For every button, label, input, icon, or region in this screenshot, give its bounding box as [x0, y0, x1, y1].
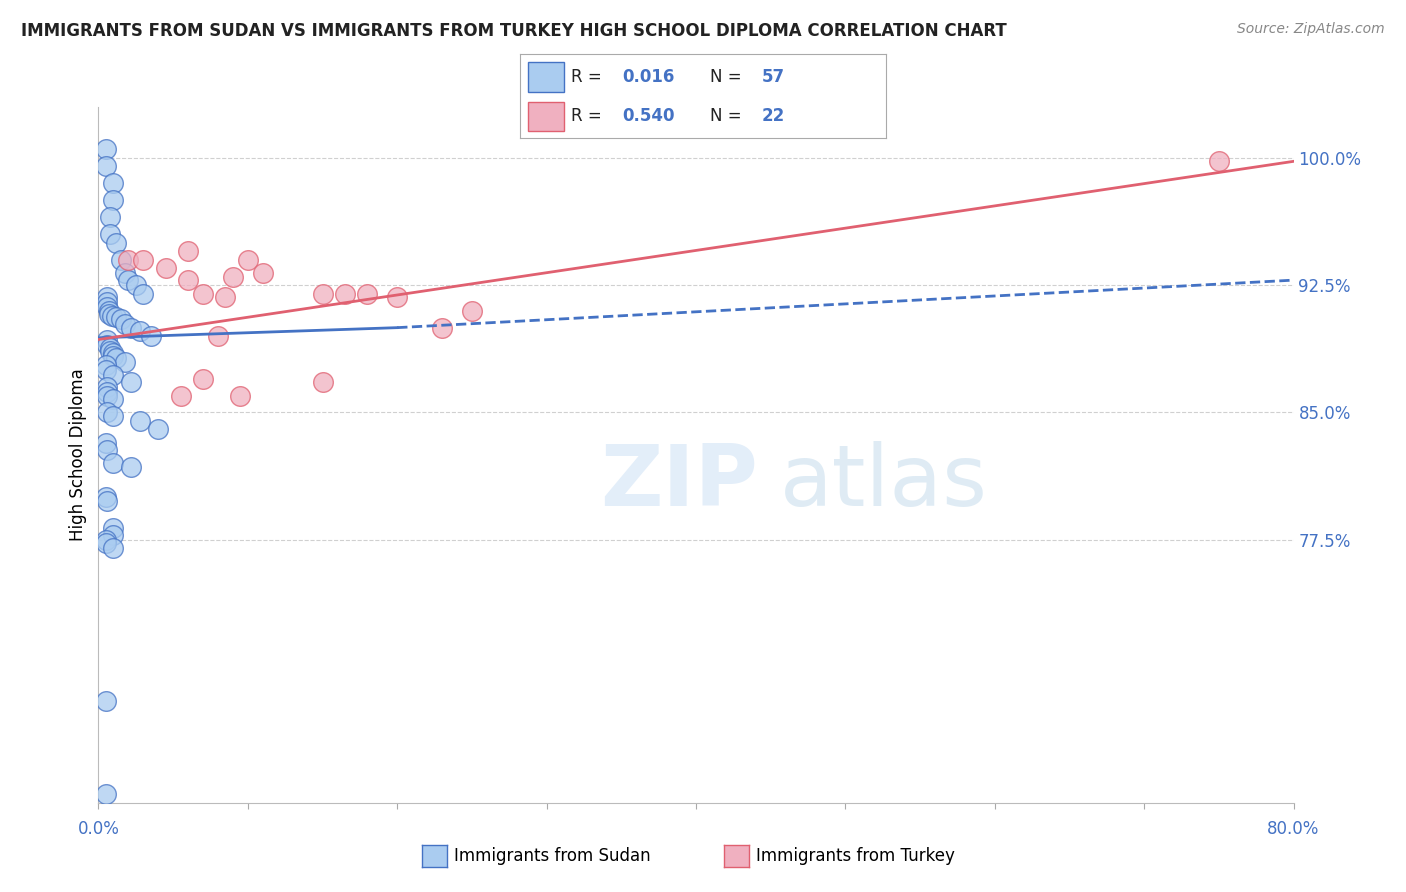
Point: [94, 363, 117, 377]
Point: [311, 375, 333, 389]
Text: Source: ZipAtlas.com: Source: ZipAtlas.com: [1237, 22, 1385, 37]
Point: [139, 329, 162, 343]
Point: [100, 344, 122, 359]
Point: [94, 787, 117, 801]
Point: [94, 358, 117, 372]
Point: [94, 533, 117, 547]
Point: [94, 143, 117, 157]
Text: 57: 57: [762, 69, 785, 87]
Text: 0.016: 0.016: [623, 69, 675, 87]
Point: [461, 303, 484, 318]
Point: [94, 160, 117, 174]
Text: Immigrants from Turkey: Immigrants from Turkey: [756, 847, 955, 865]
Point: [132, 252, 155, 267]
Point: [96, 337, 118, 351]
Point: [120, 320, 142, 334]
Point: [191, 371, 214, 385]
Point: [96, 295, 118, 310]
Point: [236, 252, 259, 267]
Text: 0.0%: 0.0%: [77, 820, 120, 838]
Bar: [527, 62, 564, 92]
Point: [120, 375, 142, 389]
Point: [120, 459, 142, 474]
Text: N =: N =: [710, 69, 747, 87]
Point: [96, 300, 118, 314]
Point: [96, 442, 118, 457]
Point: [96, 333, 118, 347]
Point: [110, 312, 132, 326]
Point: [105, 235, 128, 250]
Point: [100, 341, 122, 355]
Point: [132, 286, 155, 301]
Text: R =: R =: [571, 69, 607, 87]
Point: [94, 436, 117, 450]
Point: [103, 177, 125, 191]
Point: [103, 392, 125, 406]
Point: [100, 227, 122, 242]
Point: [97, 303, 120, 318]
Point: [385, 290, 409, 304]
Point: [333, 286, 356, 301]
Point: [252, 266, 274, 280]
Bar: [527, 102, 564, 131]
Point: [169, 388, 191, 402]
Point: [96, 388, 118, 402]
Text: ZIP: ZIP: [600, 442, 758, 524]
Text: 80.0%: 80.0%: [1267, 820, 1320, 838]
Text: IMMIGRANTS FROM SUDAN VS IMMIGRANTS FROM TURKEY HIGH SCHOOL DIPLOMA CORRELATION : IMMIGRANTS FROM SUDAN VS IMMIGRANTS FROM…: [21, 22, 1007, 40]
Point: [214, 290, 236, 304]
Point: [222, 269, 245, 284]
Point: [96, 385, 118, 400]
Point: [148, 422, 170, 436]
Point: [105, 310, 128, 325]
Text: R =: R =: [571, 107, 607, 125]
Point: [101, 309, 124, 323]
Point: [191, 286, 214, 301]
Point: [229, 388, 252, 402]
Text: Immigrants from Sudan: Immigrants from Sudan: [454, 847, 651, 865]
Point: [103, 541, 125, 556]
Point: [356, 286, 378, 301]
Point: [94, 536, 117, 550]
Y-axis label: High School Diploma: High School Diploma: [69, 368, 87, 541]
Text: N =: N =: [710, 107, 747, 125]
Point: [103, 409, 125, 423]
Point: [117, 252, 139, 267]
Point: [97, 307, 120, 321]
Point: [129, 324, 152, 338]
Point: [103, 527, 125, 541]
Point: [207, 329, 229, 343]
Point: [96, 290, 118, 304]
Point: [100, 211, 122, 225]
Point: [311, 286, 333, 301]
Point: [94, 694, 117, 708]
Point: [114, 266, 136, 280]
Point: [103, 194, 125, 208]
Point: [114, 318, 136, 332]
Point: [103, 457, 125, 471]
Point: [96, 405, 118, 419]
Text: 0.540: 0.540: [623, 107, 675, 125]
Point: [129, 414, 152, 428]
Point: [177, 273, 200, 287]
Point: [155, 261, 177, 276]
Point: [177, 244, 200, 259]
Point: [96, 493, 118, 508]
Point: [430, 320, 453, 334]
Point: [125, 278, 148, 293]
Point: [94, 491, 117, 505]
Point: [105, 351, 128, 366]
Point: [103, 368, 125, 383]
Point: [103, 350, 125, 364]
Text: 22: 22: [762, 107, 785, 125]
Point: [1208, 154, 1230, 169]
Point: [103, 346, 125, 360]
Point: [96, 380, 118, 394]
Point: [103, 521, 125, 535]
Point: [117, 273, 139, 287]
Point: [110, 252, 132, 267]
Point: [114, 354, 136, 368]
Text: atlas: atlas: [779, 442, 987, 524]
